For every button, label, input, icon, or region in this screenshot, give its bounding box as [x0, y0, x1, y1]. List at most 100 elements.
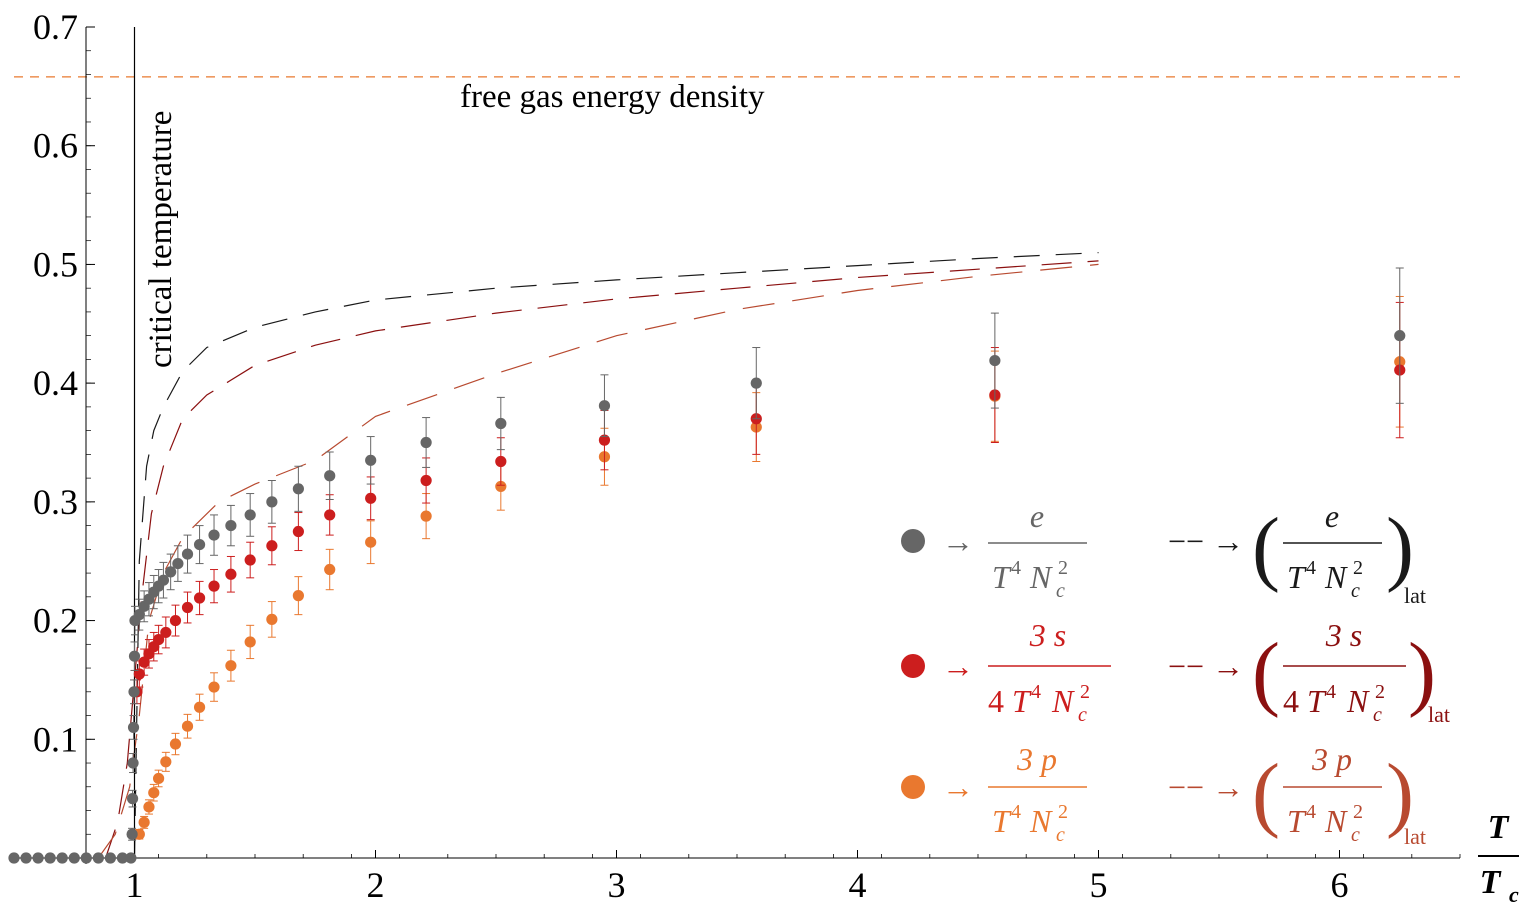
legend-lat-paren-open-p: ( [1252, 747, 1280, 840]
data-point-e [104, 852, 116, 864]
series-e [8, 267, 1406, 864]
data-point-s [181, 601, 194, 614]
legend-lat-num-p: 3 p [1311, 741, 1352, 777]
data-point-e [127, 721, 140, 734]
svg-text:2: 2 [1353, 557, 1363, 579]
free-gas-label: free gas energy density [460, 79, 765, 115]
svg-text:T: T [992, 803, 1012, 839]
legend-lat-paren-open-e: ( [1252, 501, 1280, 594]
data-point-s [292, 525, 304, 538]
data-point-e [266, 496, 278, 508]
legend-lat-paren-close-p: ) [1386, 747, 1414, 840]
legend-arrow-e: → [942, 523, 974, 559]
data-point-e [126, 793, 139, 805]
svg-text:c: c [1056, 824, 1065, 846]
data-point-s [266, 540, 278, 552]
legend-den-e: T 4 N c 2 [992, 557, 1068, 602]
data-point-s [153, 633, 165, 646]
x-tick-label: 3 [608, 865, 626, 905]
y-tick-label: 0.3 [33, 482, 78, 522]
data-point-e [128, 650, 141, 662]
data-point-s [225, 568, 237, 580]
data-point-e [133, 609, 145, 621]
data-point-p [193, 701, 206, 713]
data-point-e [324, 470, 336, 482]
y-tick-label: 0.5 [33, 244, 78, 284]
svg-text:4: 4 [1031, 681, 1041, 703]
legend-lat-sub-p: lat [1404, 824, 1426, 849]
legend-lat-paren-close-s: ) [1408, 626, 1436, 719]
legend-lat-sub-s: lat [1428, 702, 1450, 727]
legend-row-s: → 3 s 4 T 4 N c 2 −− → ( 3 s 4 T 4 N c 2 [901, 617, 1450, 727]
data-point-e [32, 852, 44, 864]
x-tick-label: 1 [126, 865, 144, 905]
svg-text:4: 4 [1283, 683, 1299, 719]
svg-text:c: c [1351, 824, 1360, 846]
data-point-s [208, 580, 220, 592]
legend-num-s: 3 s [1029, 617, 1066, 653]
data-point-p [244, 636, 256, 648]
legend-lat-paren-open-s: ( [1252, 626, 1280, 719]
legend-lat-arrow-s: −− → [1168, 648, 1244, 684]
data-point-e [157, 574, 170, 586]
legend-row-p: → 3 p T 4 N c 2 −− → ( 3 p T 4 N c 2 ) l… [901, 741, 1426, 849]
data-point-e [128, 686, 140, 698]
reference-lines-layer: free gas energy density critical tempera… [14, 27, 1460, 858]
x-tick-label: 6 [1331, 865, 1349, 905]
svg-text:c: c [1056, 580, 1065, 602]
data-point-e [292, 483, 304, 495]
svg-text:2: 2 [1353, 801, 1363, 823]
data-point-s [598, 434, 611, 446]
data-point-e [44, 852, 56, 864]
data-point-e [92, 852, 104, 864]
data-point-p [292, 590, 304, 602]
legend-lat-sub-e: lat [1404, 583, 1426, 608]
data-point-e [420, 436, 432, 449]
svg-text:4: 4 [1306, 557, 1316, 579]
legend-num-p: 3 p [1016, 741, 1057, 777]
legend-arrow-p: → [942, 769, 974, 805]
legend-lat-num-s: 3 s [1325, 617, 1362, 653]
y-tick-label: 0.6 [33, 126, 78, 166]
svg-text:N: N [1324, 803, 1348, 839]
legend: → e T 4 N c 2 −− → ( e T 4 N c 2 ) lat [901, 498, 1450, 849]
data-points-layer [8, 267, 1406, 864]
svg-text:c: c [1351, 580, 1360, 602]
x-axis-label-numerator: T [1488, 809, 1510, 846]
y-tick-label: 0.2 [33, 601, 78, 641]
x-axis-label-denominator: T [1480, 864, 1502, 901]
data-point-e [8, 852, 20, 864]
svg-text:2: 2 [1058, 557, 1068, 579]
svg-text:c: c [1078, 704, 1087, 726]
data-point-s [324, 509, 336, 521]
data-point-e [126, 828, 138, 840]
y-tick-label: 0.4 [33, 363, 78, 403]
series-s [131, 301, 1406, 705]
legend-lat-paren-close-e: ) [1386, 501, 1414, 594]
data-point-e [1394, 330, 1406, 342]
data-point-e [495, 417, 507, 430]
data-point-s [420, 474, 432, 487]
legend-arrow-s: → [942, 648, 974, 684]
svg-text:N: N [1324, 559, 1348, 595]
data-point-e [225, 520, 237, 532]
data-point-e [56, 852, 68, 864]
data-point-p [225, 660, 237, 672]
data-point-s [193, 592, 206, 604]
svg-text:T: T [1287, 803, 1307, 839]
svg-text:T: T [1307, 683, 1327, 719]
data-point-s [495, 455, 507, 468]
legend-num-e: e [1030, 498, 1044, 534]
data-point-p [365, 536, 377, 548]
legend-lat-den-e: T 4 N c 2 [1287, 557, 1363, 602]
data-point-e [125, 852, 137, 864]
x-tick-label: 4 [849, 865, 867, 905]
data-point-e [365, 454, 377, 466]
data-point-p [420, 510, 432, 522]
svg-text:N: N [1051, 683, 1075, 719]
data-point-e [80, 852, 92, 864]
x-axis-label-denominator-sub: c [1509, 882, 1519, 907]
legend-marker-s [901, 654, 925, 678]
data-point-p [143, 801, 155, 813]
